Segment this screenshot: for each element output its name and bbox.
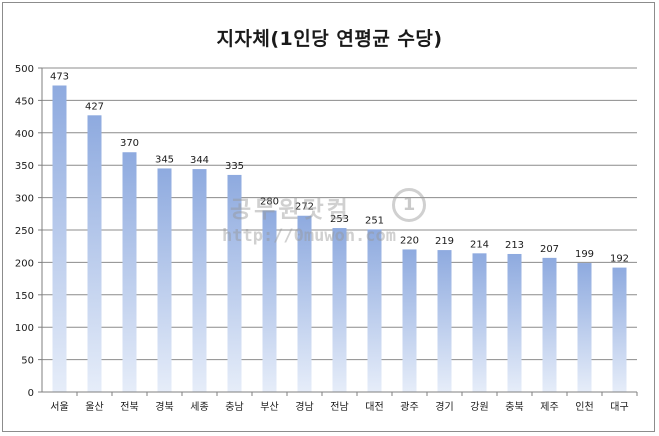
data-label: 253 xyxy=(330,214,349,225)
bar xyxy=(402,249,417,392)
data-label: 213 xyxy=(505,240,524,251)
bar xyxy=(122,152,137,392)
bar xyxy=(52,85,67,392)
data-label: 427 xyxy=(85,101,104,112)
bar xyxy=(297,215,312,392)
x-tick-label: 경북 xyxy=(155,400,173,413)
bar xyxy=(87,115,102,392)
bar xyxy=(507,253,522,392)
y-tick-label: 500 xyxy=(15,64,34,75)
bar xyxy=(157,168,172,392)
bar xyxy=(542,257,557,392)
x-tick-label: 경남 xyxy=(295,400,313,413)
x-tick-label: 세종 xyxy=(190,401,208,413)
data-label: 280 xyxy=(260,197,279,208)
bar xyxy=(332,228,347,392)
y-tick-label: 150 xyxy=(15,291,34,302)
data-label: 370 xyxy=(120,138,139,149)
bar xyxy=(472,253,487,392)
data-label: 272 xyxy=(295,202,314,213)
bar xyxy=(577,263,592,392)
x-tick-label: 광주 xyxy=(400,401,418,413)
data-label: 473 xyxy=(50,71,69,82)
y-tick-label: 400 xyxy=(15,129,34,140)
y-tick-label: 250 xyxy=(15,226,34,237)
x-tick-label: 강원 xyxy=(470,401,488,413)
data-label: 220 xyxy=(400,235,419,246)
bars xyxy=(52,85,627,392)
x-tick-label: 경기 xyxy=(435,400,453,413)
bar xyxy=(227,174,242,392)
x-tick-label: 충남 xyxy=(225,401,243,413)
x-tick-label: 제주 xyxy=(540,401,558,413)
bar xyxy=(612,267,627,392)
data-label: 335 xyxy=(225,161,244,172)
data-label: 251 xyxy=(365,215,384,226)
x-tick-label: 전북 xyxy=(120,401,138,413)
data-label: 192 xyxy=(610,254,629,265)
data-label: 207 xyxy=(540,244,559,255)
y-tick-label: 200 xyxy=(15,258,34,269)
x-tick-label: 대구 xyxy=(610,401,628,413)
x-tick-label: 충북 xyxy=(505,401,523,413)
x-tick-label: 전남 xyxy=(330,401,348,413)
data-label: 219 xyxy=(435,236,454,247)
x-tick-label: 부산 xyxy=(260,401,278,413)
chart-title: 지자체(1인당 연평균 수당) xyxy=(216,28,443,50)
y-tick-label: 350 xyxy=(15,161,34,172)
x-tick-label: 울산 xyxy=(85,401,103,413)
y-tick-label: 300 xyxy=(15,194,34,205)
data-label: 199 xyxy=(575,249,594,260)
y-tick-label: 100 xyxy=(15,323,34,334)
data-label: 214 xyxy=(470,239,489,250)
data-label: 344 xyxy=(190,155,209,166)
y-tick-label: 50 xyxy=(21,356,34,367)
bar xyxy=(437,250,452,392)
y-tick-label: 0 xyxy=(28,388,34,399)
x-tick-label: 서울 xyxy=(50,401,68,413)
axes xyxy=(38,67,638,396)
bar xyxy=(192,169,207,392)
y-tick-label: 450 xyxy=(15,96,34,107)
labels: 0 50 100 150 200 250 300 350 400 450 500 473 서울 427 울산… xyxy=(15,64,629,413)
bar xyxy=(367,229,382,392)
x-tick-label: 인천 xyxy=(575,401,593,413)
x-tick-label: 대전 xyxy=(365,401,383,413)
data-label: 345 xyxy=(155,154,174,165)
bar xyxy=(262,210,277,392)
